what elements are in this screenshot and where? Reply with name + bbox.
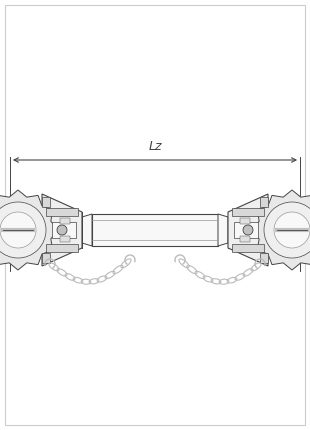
Circle shape [0, 212, 36, 248]
Polygon shape [42, 194, 82, 266]
Polygon shape [42, 197, 50, 207]
Polygon shape [234, 222, 258, 238]
Polygon shape [260, 253, 268, 263]
Circle shape [0, 202, 46, 258]
Circle shape [274, 212, 310, 248]
Polygon shape [218, 214, 228, 246]
Polygon shape [0, 190, 58, 270]
Circle shape [264, 202, 310, 258]
Polygon shape [60, 218, 70, 224]
Polygon shape [92, 214, 218, 246]
Polygon shape [232, 244, 264, 252]
Polygon shape [240, 236, 250, 242]
Polygon shape [60, 236, 70, 242]
Polygon shape [46, 244, 78, 252]
Polygon shape [42, 253, 50, 263]
Polygon shape [82, 214, 92, 246]
Polygon shape [46, 208, 78, 216]
Circle shape [57, 225, 67, 235]
Polygon shape [240, 218, 250, 224]
Polygon shape [228, 194, 268, 266]
Polygon shape [232, 208, 264, 216]
Polygon shape [52, 222, 76, 238]
Polygon shape [266, 210, 284, 250]
Text: Lz: Lz [148, 140, 162, 153]
Polygon shape [26, 210, 44, 250]
Polygon shape [252, 190, 310, 270]
Polygon shape [260, 197, 268, 207]
Circle shape [243, 225, 253, 235]
